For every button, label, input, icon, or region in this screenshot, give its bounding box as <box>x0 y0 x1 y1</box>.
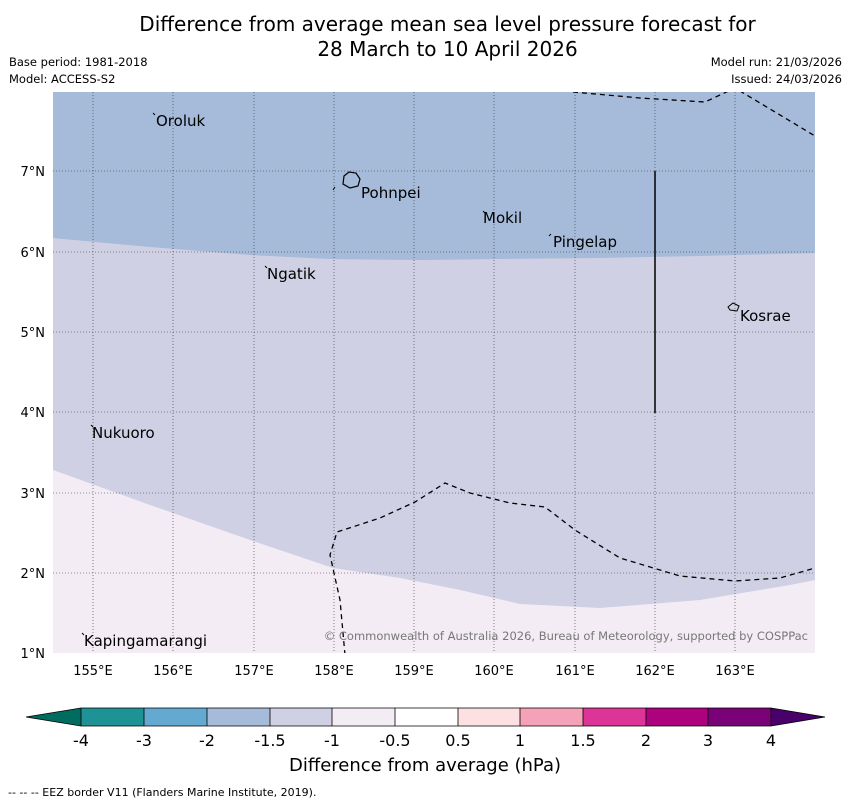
meta-left: Base period: 1981-2018 Model: ACCESS-S2 <box>9 54 148 88</box>
colorbar-segment <box>270 708 332 726</box>
colorbar-segment <box>708 708 771 726</box>
colorbar-tick: 1 <box>515 731 525 750</box>
place-pingelap: Pingelap <box>553 233 617 251</box>
eez-borders <box>329 92 815 653</box>
colorbar-tick: -3 <box>136 731 152 750</box>
model-name: Model: ACCESS-S2 <box>9 72 116 86</box>
lon-label: 160°E <box>474 664 514 679</box>
place-oroluk: Oroluk <box>156 112 205 130</box>
lat-label: 1°N <box>21 647 46 662</box>
lat-axis: 7°N 6°N 5°N 4°N 3°N 2°N 1°N <box>21 165 46 662</box>
colorbar-segment <box>646 708 708 726</box>
colorbar-segment <box>332 708 395 726</box>
colorbar-tick: -2 <box>199 731 215 750</box>
colorbar-tick: -0.5 <box>379 731 410 750</box>
title-line-1: Difference from average mean sea level p… <box>139 12 756 36</box>
colorbar: -4 -3 -2 -1.5 -1 -0.5 0.5 1 1.5 2 3 4 <box>25 707 826 750</box>
colorbar-segment <box>395 708 458 726</box>
lon-label: 158°E <box>314 664 354 679</box>
colorbar-tick: 0.5 <box>445 731 470 750</box>
lat-label: 4°N <box>21 406 46 421</box>
place-nukuoro: Nukuoro <box>92 424 155 442</box>
lon-label: 162°E <box>635 664 675 679</box>
place-kosrae: Kosrae <box>740 307 791 325</box>
place-kapingamarangi: Kapingamarangi <box>84 632 207 650</box>
kosrae-island <box>727 302 740 312</box>
lat-label: 2°N <box>21 567 46 582</box>
colorbar-label: Difference from average (hPa) <box>288 755 562 776</box>
atoll-markers <box>81 112 552 636</box>
pohnpei-islet <box>332 186 336 191</box>
lat-label: 3°N <box>21 487 46 502</box>
lon-label: 163°E <box>715 664 755 679</box>
colorbar-extend-low <box>26 708 81 726</box>
meta-right: Model run: 21/03/2026 Issued: 24/03/2026 <box>711 54 842 88</box>
colorbar-tick: 3 <box>703 731 713 750</box>
lat-label: 5°N <box>21 326 46 341</box>
eez-footnote: -- -- -- EEZ border V11 (Flanders Marine… <box>8 786 317 799</box>
lat-label: 6°N <box>21 246 46 261</box>
lon-label: 157°E <box>234 664 274 679</box>
colorbar-tick: 4 <box>766 731 776 750</box>
colorbar-segment <box>144 708 207 726</box>
page-title: Difference from average mean sea level p… <box>0 12 850 62</box>
colorbar-extend-high <box>771 708 825 726</box>
band-neg2-neg1-5 <box>53 92 815 260</box>
lon-label: 155°E <box>73 664 113 679</box>
colorbar-tick: -1 <box>324 731 340 750</box>
base-period: Base period: 1981-2018 <box>9 55 148 69</box>
issued-date: Issued: 24/03/2026 <box>731 72 842 86</box>
colorbar-segment <box>583 708 646 726</box>
lon-label: 161°E <box>555 664 595 679</box>
place-ngatik: Ngatik <box>267 265 316 283</box>
model-run: Model run: 21/03/2026 <box>710 55 842 69</box>
eez-border-south <box>329 482 815 653</box>
colorbar-segment <box>520 708 583 726</box>
place-pohnpei: Pohnpei <box>361 184 421 202</box>
title-line-2: 28 March to 10 April 2026 <box>317 37 578 61</box>
lon-axis: 155°E 156°E 157°E 158°E 159°E 160°E 161°… <box>73 664 755 679</box>
lon-label: 159°E <box>394 664 434 679</box>
colorbar-tick: 1.5 <box>570 731 595 750</box>
copyright-notice: © Commonwealth of Australia 2026, Bureau… <box>324 629 808 643</box>
colorbar-tick: -4 <box>73 731 89 750</box>
colorbar-segment <box>81 708 144 726</box>
colorbar-segment <box>207 708 270 726</box>
colorbar-tick: -1.5 <box>254 731 285 750</box>
lat-label: 7°N <box>21 165 46 180</box>
colorbar-segment <box>458 708 520 726</box>
place-mokil: Mokil <box>483 209 522 227</box>
pohnpei-island <box>342 171 361 189</box>
lon-label: 156°E <box>153 664 193 679</box>
colorbar-tick: 2 <box>641 731 651 750</box>
map-area: Oroluk Pohnpei Mokil Pingelap Ngatik Kos… <box>53 92 815 653</box>
